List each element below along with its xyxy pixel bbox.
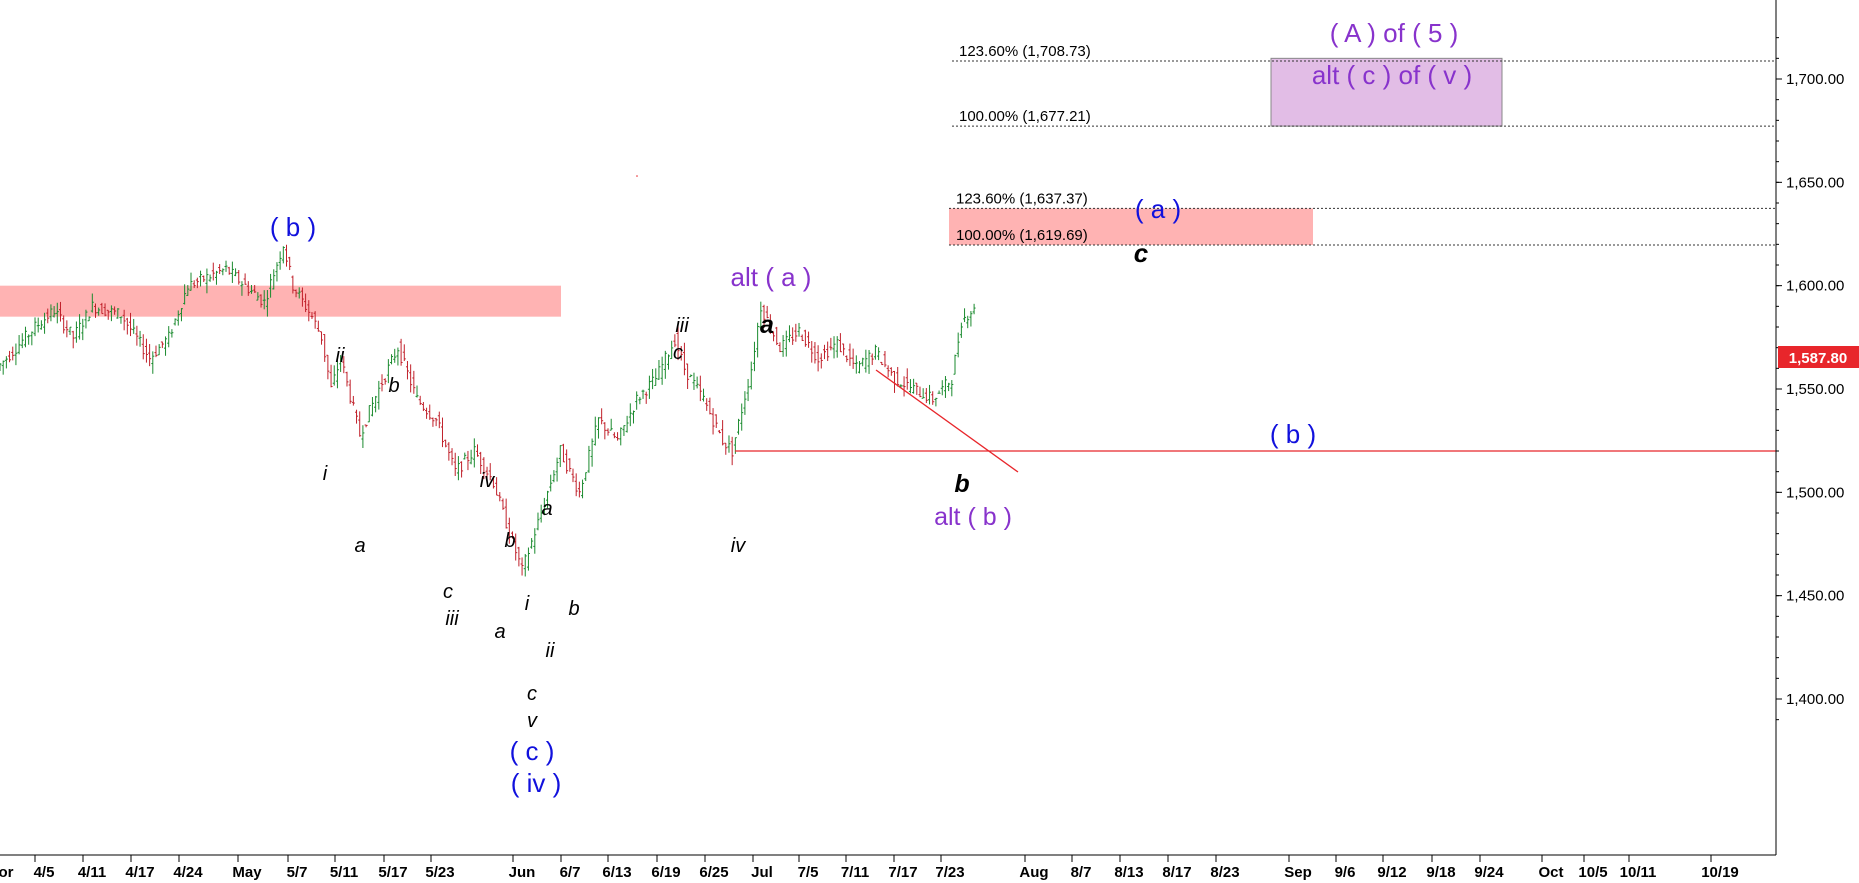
wave-label-v: v — [527, 710, 538, 732]
wave-label-b-3: b — [568, 598, 579, 620]
y-tick-label: 1,700.00 — [1786, 71, 1844, 88]
x-tick-label: 4/5 — [34, 864, 55, 881]
x-tick-label: 9/6 — [1335, 864, 1356, 881]
wave-label-iv-major: ( iv ) — [511, 768, 562, 798]
x-tick-label: 6/7 — [560, 864, 581, 881]
x-tick-label: 8/13 — [1114, 864, 1143, 881]
fib-level-label: 123.60% (1,637.37) — [956, 190, 1088, 207]
wave-label-c-3: c — [673, 342, 683, 364]
fibonacci-levels: 123.60% (1,708.73) 100.00% (1,677.21) 123.… — [949, 43, 1776, 246]
last-price-badge: 1,587.80 — [1778, 346, 1859, 368]
x-tick-label: 5/17 — [378, 864, 407, 881]
fib-level-label: 100.00% (1,677.21) — [959, 108, 1091, 125]
wave-label-iv: iv — [480, 470, 495, 492]
x-tick-label: May — [232, 864, 262, 881]
wave-labels: ( b ) ( c ) ( iv ) alt ( a ) alt ( b ) (… — [270, 18, 1472, 798]
x-tick-label: 4/17 — [125, 864, 154, 881]
target-zone-a — [949, 208, 1313, 245]
x-tick-label: 6/19 — [651, 864, 680, 881]
x-tick-label: 10/11 — [1620, 864, 1657, 881]
wave-label-b-2: b — [504, 530, 515, 552]
wave-label-c-major: ( c ) — [510, 736, 555, 766]
wave-label-b-target: ( b ) — [1270, 419, 1316, 449]
x-tick-label: 9/18 — [1426, 864, 1455, 881]
x-tick-label: 9/12 — [1377, 864, 1406, 881]
wave-label-c: c — [443, 581, 453, 603]
y-tick-label: 1,400.00 — [1786, 691, 1844, 708]
last-price-label: 1,587.80 — [1789, 350, 1847, 367]
wave-label-a-top: a — [760, 311, 774, 339]
x-tick-label: Oct — [1538, 864, 1563, 881]
trendline — [875, 369, 1019, 473]
fib-level-label: 100.00% (1,619.69) — [956, 227, 1088, 244]
y-tick-label: 1,500.00 — [1786, 484, 1844, 501]
x-tick-label: 7/23 — [935, 864, 964, 881]
x-tick-label: 7/5 — [798, 864, 819, 881]
x-tick-label: Jul — [751, 864, 773, 881]
x-tick-label: 4/24 — [173, 864, 203, 881]
x-tick-label: 7/17 — [888, 864, 917, 881]
resistance-zone — [0, 285, 561, 317]
x-tick-label: 10/5 — [1578, 864, 1607, 881]
x-tick-label: 4/11 — [78, 864, 106, 881]
x-tick-label: 9/24 — [1474, 864, 1504, 881]
wave-label-ii: ii — [336, 345, 345, 367]
x-tick-label: 8/7 — [1071, 864, 1092, 881]
x-axis-ticks: or 4/5 4/11 4/17 4/24 May 5/7 5/11 5/17 5/23 Jun 6/… — [0, 855, 1739, 881]
wave-label-alt-c-of-v: alt ( c ) of ( v ) — [1312, 60, 1472, 90]
x-tick-label: Sep — [1284, 864, 1312, 881]
wave-label-i-2: i — [525, 593, 530, 615]
wave-label-a-2: a — [494, 621, 505, 643]
wave-label-iii-2: iii — [675, 315, 689, 337]
x-tick-label: Aug — [1019, 864, 1048, 881]
wave-label-b: b — [388, 375, 399, 397]
wave-label-c-2: c — [527, 683, 537, 705]
wave-label-iii: iii — [445, 608, 459, 630]
x-tick-label: or — [0, 864, 14, 881]
x-tick-label: 8/17 — [1162, 864, 1191, 881]
wave-label-b-major: ( b ) — [270, 212, 316, 242]
x-tick-label: 6/13 — [602, 864, 631, 881]
highlight-zones — [0, 57, 1503, 317]
x-tick-label: Jun — [509, 864, 536, 881]
marker-dot — [636, 175, 638, 177]
wave-label-b-low: b — [954, 470, 969, 498]
wave-label-alt-a: alt ( a ) — [731, 262, 812, 292]
wave-label-iv-2: iv — [731, 535, 746, 557]
x-tick-label: 5/7 — [287, 864, 308, 881]
candlestick-series — [0, 244, 976, 577]
wave-label-i: i — [323, 463, 328, 485]
wave-label-a-target: ( a ) — [1135, 194, 1181, 224]
wave-label-a-3: a — [541, 498, 552, 520]
wave-label-ii-2: ii — [546, 640, 555, 662]
y-tick-label: 1,650.00 — [1786, 174, 1844, 191]
wave-label-a: a — [354, 535, 365, 557]
x-tick-label: 8/23 — [1210, 864, 1239, 881]
wave-label-alt-b: alt ( b ) — [934, 503, 1012, 531]
y-axis-ticks: 1,400.00 1,450.00 1,500.00 1,550.00 1,600.00… — [1776, 37, 1844, 721]
y-tick-label: 1,450.00 — [1786, 588, 1844, 605]
overlay-lines — [636, 175, 1776, 473]
y-tick-label: 1,600.00 — [1786, 278, 1844, 295]
x-tick-label: 7/11 — [841, 864, 869, 881]
x-tick-label: 10/19 — [1701, 864, 1739, 881]
wave-label-c-target: c — [1134, 238, 1149, 268]
wave-label-A-of-5: ( A ) of ( 5 ) — [1330, 18, 1459, 48]
x-tick-label: 5/23 — [425, 864, 454, 881]
target-zone-A — [1270, 57, 1503, 127]
x-tick-label: 5/11 — [330, 864, 358, 881]
y-tick-label: 1,550.00 — [1786, 381, 1844, 398]
fib-level-label: 123.60% (1,708.73) — [959, 43, 1091, 60]
x-tick-label: 6/25 — [699, 864, 728, 881]
